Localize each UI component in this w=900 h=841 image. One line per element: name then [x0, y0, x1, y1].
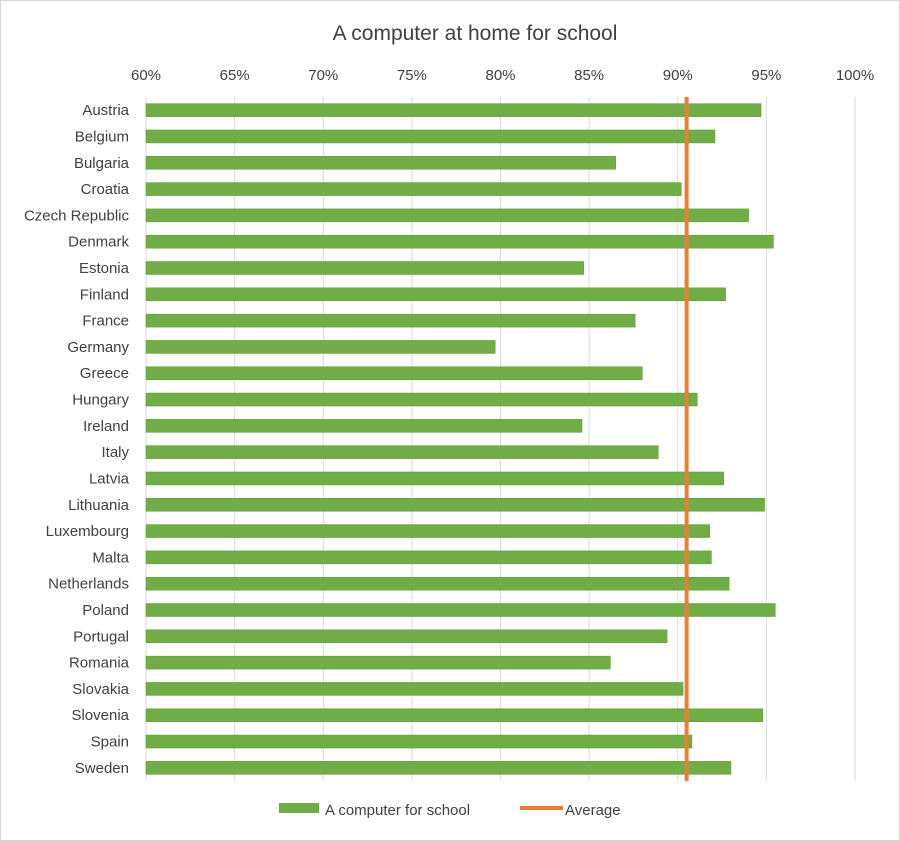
category-label: Lithuania: [68, 497, 130, 514]
bar: [145, 208, 749, 223]
x-tick-label: 75%: [397, 67, 427, 84]
bar: [145, 182, 682, 196]
category-label: Croatia: [81, 181, 130, 198]
legend-swatch-series: [279, 803, 319, 813]
category-label: Slovakia: [72, 681, 129, 698]
bar: [145, 419, 583, 433]
category-label: Spain: [91, 734, 129, 751]
bar: [145, 103, 762, 117]
category-label: Denmark: [68, 234, 129, 251]
bar: [145, 340, 496, 354]
bar: [145, 761, 732, 775]
category-label: Estonia: [79, 260, 130, 277]
category-label: Portugal: [73, 628, 129, 645]
bar: [145, 734, 693, 749]
bar: [145, 156, 616, 170]
y-axis-categories: Austria Belgium Bulgaria Croatia Czech Repub…: [24, 102, 130, 777]
category-label: Romania: [69, 655, 130, 672]
legend-label-series: A computer for school: [325, 802, 470, 819]
category-label: Luxembourg: [46, 523, 129, 540]
x-tick-label: 100%: [836, 67, 874, 84]
bar: [145, 682, 684, 696]
category-label: Italy: [101, 444, 129, 461]
category-label: Czech Republic: [24, 207, 130, 224]
gridlines: [145, 97, 856, 781]
x-tick-label: 90%: [663, 67, 693, 84]
category-label: Austria: [82, 102, 129, 119]
category-label: Bulgaria: [74, 155, 130, 172]
bar: [145, 498, 765, 512]
bar: [145, 655, 611, 670]
category-label: Belgium: [75, 128, 129, 145]
x-tick-label: 95%: [751, 67, 781, 84]
category-label: Latvia: [89, 470, 130, 487]
bar: [145, 313, 636, 328]
bar: [145, 576, 730, 591]
x-tick-label: 80%: [485, 67, 515, 84]
bar: [145, 603, 776, 617]
category-label: Netherlands: [48, 576, 129, 593]
category-label: Poland: [82, 602, 129, 619]
legend-label-average: Average: [565, 802, 621, 819]
category-label: Greece: [80, 365, 129, 382]
category-label: Slovenia: [71, 707, 129, 724]
bar: [145, 366, 643, 380]
x-tick-label: 70%: [308, 67, 338, 84]
legend: A computer for school Average: [279, 802, 621, 819]
category-label: Ireland: [83, 418, 129, 435]
bar: [145, 550, 712, 565]
bar: [145, 708, 764, 722]
x-tick-label: 85%: [574, 67, 604, 84]
bar: [145, 629, 668, 644]
bar: [145, 524, 710, 538]
category-label: Finland: [80, 286, 129, 303]
bar: [145, 445, 659, 459]
category-label: Germany: [67, 339, 129, 356]
chart-title: A computer at home for school: [333, 22, 618, 45]
category-label: Hungary: [72, 392, 129, 409]
bar: [145, 234, 774, 249]
category-label: France: [82, 313, 129, 330]
bars: [145, 103, 776, 775]
x-axis-ticks: 60% 65% 70% 75% 80% 85% 90% 95% 100%: [131, 67, 874, 84]
bar: [145, 471, 725, 486]
bar: [145, 287, 726, 302]
category-label: Malta: [92, 549, 129, 566]
bar: [145, 392, 698, 407]
x-tick-label: 65%: [220, 67, 250, 84]
bar: [145, 261, 585, 275]
bar: [145, 129, 716, 144]
x-tick-label: 60%: [131, 67, 161, 84]
category-label: Sweden: [75, 760, 129, 777]
